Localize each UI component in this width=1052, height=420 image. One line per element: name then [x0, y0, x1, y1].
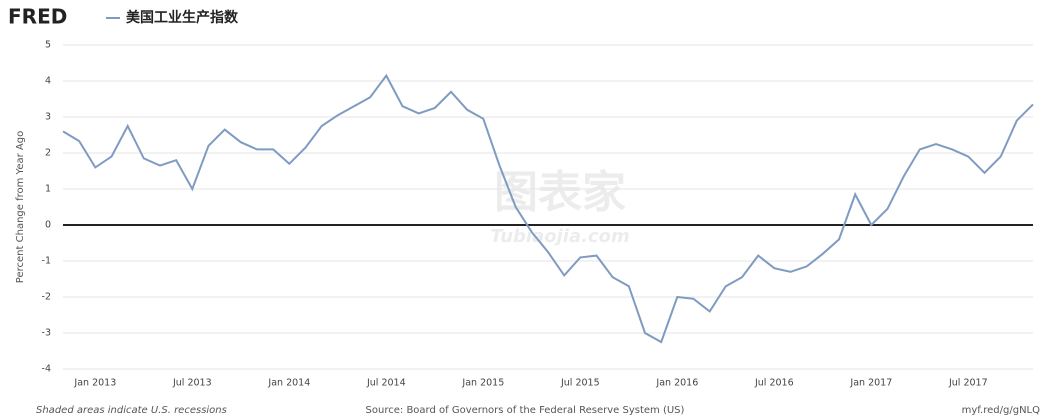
- x-tick-label: Jan 2015: [461, 378, 504, 389]
- y-axis-label: Percent Change from Year Ago: [15, 131, 26, 283]
- y-tick-label: 0: [45, 220, 51, 231]
- x-tick-label: Jan 2013: [73, 378, 116, 389]
- y-tick-label: -2: [42, 292, 51, 303]
- x-tick-label: Jul 2016: [754, 378, 794, 389]
- y-tick-label: -1: [42, 256, 51, 267]
- y-tick-label: 5: [45, 40, 51, 51]
- watermark: Tubiaojia.com: [490, 226, 629, 247]
- y-tick-label: -4: [42, 364, 51, 375]
- x-tick-label: Jul 2015: [560, 378, 600, 389]
- x-tick-label: Jan 2014: [267, 378, 310, 389]
- y-tick-label: 1: [45, 184, 51, 195]
- y-tick-label: 2: [45, 148, 51, 159]
- x-tick-label: Jul 2017: [948, 378, 988, 389]
- y-tick-label: 3: [45, 112, 51, 123]
- x-tick-label: Jul 2014: [366, 378, 406, 389]
- y-tick-label: 4: [45, 76, 51, 87]
- x-tick-label: Jul 2013: [172, 378, 212, 389]
- watermark: 图表家: [494, 167, 626, 218]
- x-tick-label: Jan 2016: [655, 378, 698, 389]
- x-tick-label: Jan 2017: [849, 378, 892, 389]
- legend-label: 美国工业生产指数: [126, 9, 239, 26]
- data-line: [62, 73, 1034, 344]
- footer-source: Source: Board of Governors of the Federa…: [366, 405, 685, 416]
- footer-note: Shaded areas indicate U.S. recessions: [36, 405, 227, 416]
- logo: FRED: [8, 5, 67, 29]
- footer-link: myf.red/g/gNLQ: [962, 405, 1041, 416]
- y-tick-label: -3: [42, 328, 51, 339]
